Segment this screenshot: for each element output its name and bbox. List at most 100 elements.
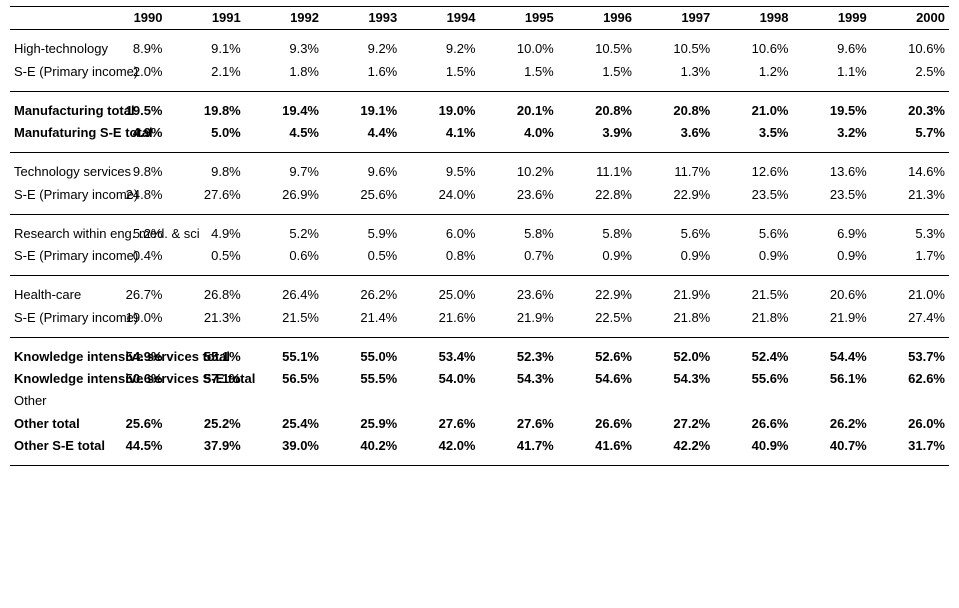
separator-cell <box>10 466 949 467</box>
value-cell: 55.6% <box>714 368 792 390</box>
value-cell: 1.7% <box>871 245 949 267</box>
value-cell: 21.8% <box>714 307 792 329</box>
value-cell: 21.9% <box>636 284 714 306</box>
value-cell: 9.6% <box>793 38 871 60</box>
row-label: S-E (Primary income) <box>10 307 88 329</box>
value-cell: 21.4% <box>323 307 401 329</box>
value-cell: 0.5% <box>167 245 245 267</box>
data-row: Manufacturing total19.5%19.8%19.4%19.1%1… <box>10 100 949 122</box>
year-header: 1999 <box>793 7 871 30</box>
value-cell: 0.9% <box>558 245 636 267</box>
data-row: Knowledge intensive services S-E total50… <box>10 368 949 390</box>
value-cell: 41.6% <box>558 435 636 457</box>
value-cell: 26.6% <box>714 413 792 435</box>
blank-row <box>10 329 949 338</box>
blank-cell <box>10 329 949 338</box>
value-cell: 5.9% <box>323 223 401 245</box>
row-label: Other <box>10 390 88 412</box>
value-cell: 24.0% <box>401 184 479 206</box>
row-label: Health-care <box>10 284 88 306</box>
value-cell <box>401 390 479 412</box>
value-cell: 21.6% <box>401 307 479 329</box>
value-cell: 31.7% <box>871 435 949 457</box>
value-cell: 1.8% <box>245 61 323 83</box>
value-cell: 21.3% <box>871 184 949 206</box>
value-cell: 25.6% <box>323 184 401 206</box>
value-cell: 9.2% <box>323 38 401 60</box>
value-cell: 54.4% <box>793 346 871 368</box>
value-cell: 26.2% <box>323 284 401 306</box>
value-cell: 19.4% <box>245 100 323 122</box>
value-cell: 4.0% <box>480 122 558 144</box>
value-cell: 54.3% <box>636 368 714 390</box>
value-cell: 3.9% <box>558 122 636 144</box>
value-cell: 26.7% <box>88 284 166 306</box>
blank-cell <box>10 267 949 276</box>
value-cell: 56.1% <box>793 368 871 390</box>
row-label: S-E (Primary income) <box>10 61 88 83</box>
blank-cell <box>10 30 949 38</box>
value-cell: 5.7% <box>871 122 949 144</box>
value-cell: 23.5% <box>793 184 871 206</box>
value-cell: 39.0% <box>245 435 323 457</box>
value-cell: 40.9% <box>714 435 792 457</box>
value-cell: 20.8% <box>636 100 714 122</box>
value-cell <box>636 390 714 412</box>
blank-cell <box>10 276 949 284</box>
year-header: 1990 <box>88 7 166 30</box>
value-cell: 55.0% <box>323 346 401 368</box>
blank-row <box>10 83 949 92</box>
value-cell: 53.4% <box>401 346 479 368</box>
blank-row <box>10 30 949 38</box>
value-cell: 22.9% <box>636 184 714 206</box>
value-cell: 25.2% <box>167 413 245 435</box>
value-cell: 23.5% <box>714 184 792 206</box>
value-cell: 25.0% <box>401 284 479 306</box>
blank-row <box>10 144 949 153</box>
value-cell <box>245 390 323 412</box>
value-cell: 26.9% <box>245 184 323 206</box>
value-cell <box>558 390 636 412</box>
data-row: Technology services9.8%9.8%9.7%9.6%9.5%1… <box>10 161 949 183</box>
value-cell: 26.0% <box>871 413 949 435</box>
value-cell: 22.5% <box>558 307 636 329</box>
blank-cell <box>10 92 949 100</box>
value-cell: 1.5% <box>401 61 479 83</box>
row-label: Knowledge intensive services total <box>10 346 88 368</box>
blank-cell <box>10 215 949 223</box>
data-row: Knowledge intensive services total54.9%5… <box>10 346 949 368</box>
value-cell: 3.5% <box>714 122 792 144</box>
value-cell: 22.9% <box>558 284 636 306</box>
row-label: Technology services <box>10 161 88 183</box>
value-cell: 62.6% <box>871 368 949 390</box>
value-cell: 37.9% <box>167 435 245 457</box>
year-header: 1993 <box>323 7 401 30</box>
value-cell: 9.5% <box>401 161 479 183</box>
value-cell: 12.6% <box>714 161 792 183</box>
data-row: S-E (Primary income)24.8%27.6%26.9%25.6%… <box>10 184 949 206</box>
value-cell: 40.7% <box>793 435 871 457</box>
value-cell: 19.1% <box>323 100 401 122</box>
value-cell: 5.8% <box>480 223 558 245</box>
data-row: S-E (Primary income)0.4%0.5%0.6%0.5%0.8%… <box>10 245 949 267</box>
value-cell: 21.9% <box>480 307 558 329</box>
value-cell: 1.5% <box>558 61 636 83</box>
data-row: High-technology8.9%9.1%9.3%9.2%9.2%10.0%… <box>10 38 949 60</box>
year-header: 1997 <box>636 7 714 30</box>
value-cell: 9.7% <box>245 161 323 183</box>
separator-row <box>10 466 949 467</box>
value-cell <box>167 390 245 412</box>
header-label-cell <box>10 7 88 30</box>
data-row: S-E (Primary income)2.0%2.1%1.8%1.6%1.5%… <box>10 61 949 83</box>
value-cell: 21.0% <box>871 284 949 306</box>
value-cell: 21.3% <box>167 307 245 329</box>
row-label: Other S-E total <box>10 435 88 457</box>
value-cell: 19.5% <box>793 100 871 122</box>
value-cell: 11.1% <box>558 161 636 183</box>
value-cell: 0.9% <box>636 245 714 267</box>
blank-cell <box>10 153 949 161</box>
value-cell: 23.6% <box>480 284 558 306</box>
value-cell: 42.0% <box>401 435 479 457</box>
row-label: S-E (Primary income) <box>10 184 88 206</box>
blank-cell <box>10 457 949 466</box>
